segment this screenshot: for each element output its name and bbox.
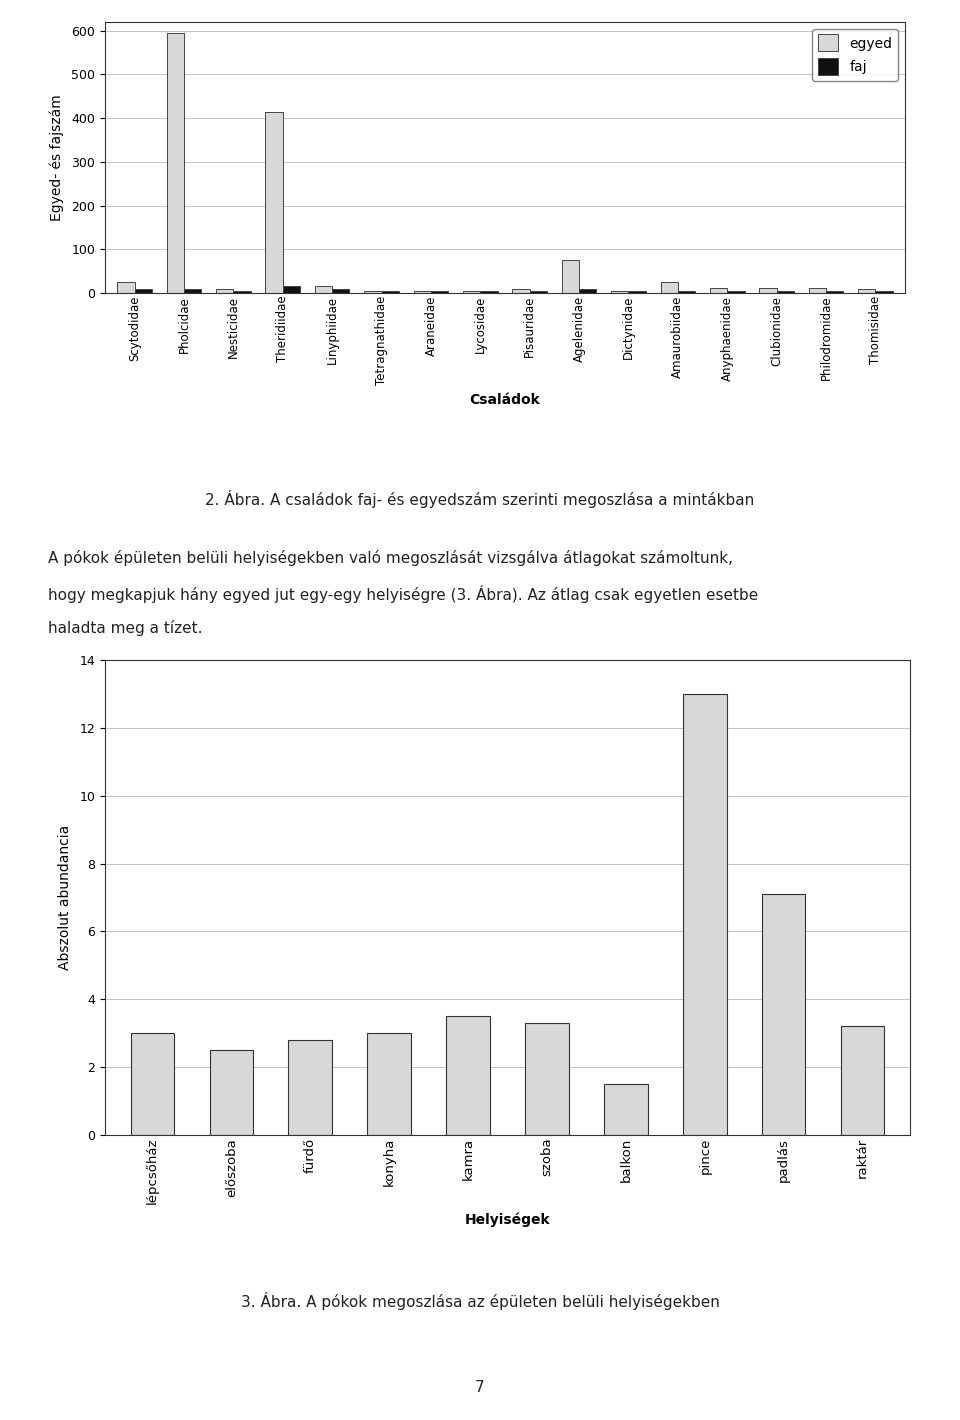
X-axis label: Helyiségek: Helyiségek [465,1213,550,1227]
Bar [858,288,876,293]
Bar [117,283,134,293]
Bar [612,291,629,293]
Bar [289,1039,332,1135]
Bar [579,288,596,293]
Bar [562,260,579,293]
Bar [826,291,843,293]
Bar [480,291,497,293]
Bar [759,288,777,293]
Text: A pókok épületen belüli helyiségekben való megoszlását vizsgálva átlagokat számo: A pókok épületen belüli helyiségekben va… [48,550,733,567]
Bar [604,1083,648,1135]
Bar [283,287,300,293]
Y-axis label: Abszolut abundancia: Abszolut abundancia [59,825,72,970]
Bar [431,291,448,293]
Bar [876,291,893,293]
Bar [463,291,480,293]
Bar [332,288,349,293]
Bar [184,288,202,293]
Bar [134,288,152,293]
Text: 2. Ábra. A családok faj- és egyedszám szerinti megoszlása a mintákban: 2. Ábra. A családok faj- és egyedszám sz… [205,490,755,508]
Bar [728,291,745,293]
Bar [233,291,251,293]
Text: 3. Ábra. A pókok megoszlása az épületen belüli helyiségekben: 3. Ábra. A pókok megoszlása az épületen … [241,1292,719,1311]
Legend: egyed, faj: egyed, faj [812,28,898,81]
Text: haladta meg a tízet.: haladta meg a tízet. [48,621,203,636]
Bar [808,288,826,293]
Bar [678,291,695,293]
Bar [266,112,283,293]
Bar [364,291,381,293]
Bar [660,283,678,293]
Text: hogy megkapjuk hány egyed jut egy-egy helyiségre (3. Ábra). Az átlag csak egyetl: hogy megkapjuk hány egyed jut egy-egy he… [48,585,758,604]
Y-axis label: Egyed- és fajszám: Egyed- és fajszám [50,94,64,222]
Bar [131,1034,174,1135]
Bar [710,288,728,293]
Bar [525,1022,568,1135]
Bar [414,291,431,293]
Bar [368,1034,411,1135]
Bar [446,1017,490,1135]
X-axis label: Családok: Családok [469,393,540,408]
Bar [209,1051,253,1135]
Bar [216,288,233,293]
Bar [684,694,727,1135]
Bar [762,895,805,1135]
Bar [513,288,530,293]
Bar [315,287,332,293]
Bar [841,1027,884,1135]
Bar [167,33,184,293]
Text: 7: 7 [475,1380,485,1394]
Bar [381,291,398,293]
Bar [629,291,646,293]
Bar [777,291,794,293]
Bar [530,291,547,293]
